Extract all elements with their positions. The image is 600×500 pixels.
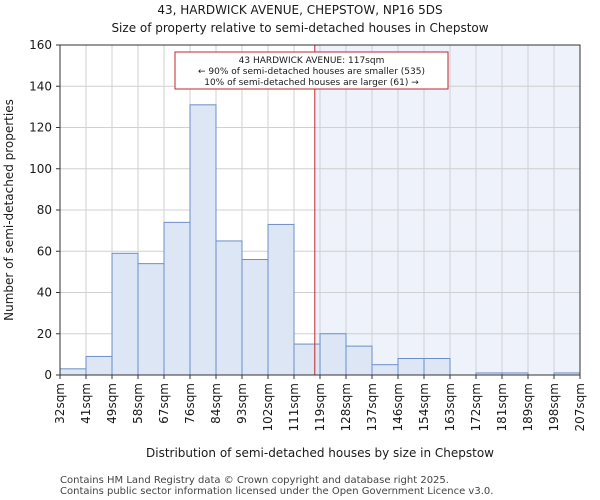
bar (241, 259, 269, 376)
x-tick-label: 58sqm (131, 383, 145, 424)
x-tick-label: 102sqm (261, 383, 275, 431)
x-tick-label: 172sqm (469, 383, 483, 431)
y-tick-label: 80 (37, 203, 52, 217)
y-tick-label: 120 (29, 121, 52, 135)
bar (189, 104, 217, 376)
bar (137, 263, 165, 376)
x-tick-label: 119sqm (313, 383, 327, 431)
bar (215, 240, 243, 376)
bar (423, 358, 451, 376)
y-tick-label: 40 (37, 286, 52, 300)
chart-subtitle: Size of property relative to semi-detach… (111, 21, 488, 35)
bar (345, 345, 373, 376)
chart-title: 43, HARDWICK AVENUE, CHEPSTOW, NP16 5DS (157, 3, 442, 17)
x-tick-label: 67sqm (157, 383, 171, 424)
x-tick-label: 181sqm (495, 383, 509, 431)
y-tick-label: 100 (29, 162, 52, 176)
x-tick-label: 84sqm (209, 383, 223, 424)
x-tick-label: 111sqm (287, 383, 301, 431)
y-axis-label: Number of semi-detached properties (2, 99, 16, 321)
x-tick-label: 207sqm (573, 383, 587, 431)
y-tick-label: 160 (29, 38, 52, 52)
x-tick-label: 128sqm (339, 383, 353, 431)
bar (267, 223, 295, 376)
bar (371, 364, 399, 376)
annotation-text: ← 90% of semi-detached houses are smalle… (198, 67, 425, 77)
x-axis-label: Distribution of semi-detached houses by … (146, 446, 494, 460)
bar (319, 333, 347, 376)
y-tick-label: 20 (37, 327, 52, 341)
y-tick-label: 140 (29, 79, 52, 93)
x-tick-label: 163sqm (443, 383, 457, 431)
plot-area: 0 20 40 60 80 100 120 140 160 32sqm 41sqm 49sqm 58sq… (29, 38, 587, 431)
x-tick-label: 32sqm (53, 383, 67, 424)
bar (111, 252, 139, 376)
annotation-box (174, 51, 449, 90)
annotation-text: 10% of semi-detached houses are larger (… (204, 78, 419, 88)
x-tick-label: 93sqm (235, 383, 249, 424)
bar (59, 368, 87, 376)
y-tick-label: 0 (44, 368, 52, 382)
x-tick-label: 154sqm (417, 383, 431, 431)
x-tick-label: 49sqm (105, 383, 119, 424)
annotation-text: 43 HARDWICK AVENUE: 117sqm (239, 56, 385, 66)
y-tick-label: 60 (37, 244, 52, 258)
x-tick-label: 198sqm (547, 383, 561, 431)
x-tick-label: 41sqm (79, 383, 93, 424)
bar (85, 355, 113, 376)
x-tick-label: 146sqm (391, 383, 405, 431)
bar (397, 358, 425, 376)
x-tick-label: 137sqm (365, 383, 379, 431)
bar (293, 343, 321, 376)
footer-line-2: Contains public sector information licen… (60, 486, 493, 497)
bar (163, 221, 191, 376)
footer-line-1: Contains HM Land Registry data © Crown c… (60, 475, 449, 486)
x-tick-label: 189sqm (521, 383, 535, 431)
x-tick-label: 76sqm (183, 383, 197, 424)
